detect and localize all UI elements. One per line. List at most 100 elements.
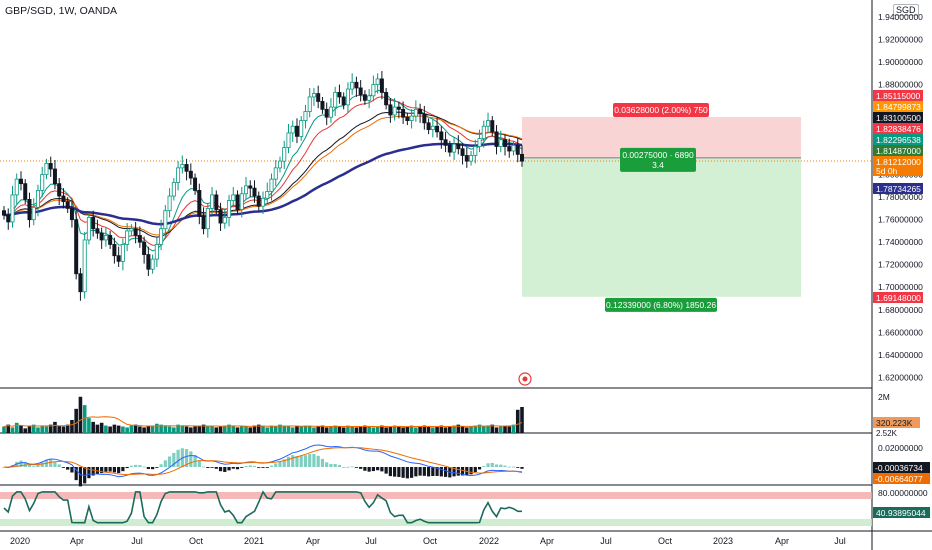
volume-bar bbox=[23, 428, 28, 433]
macd-histogram-bar bbox=[282, 459, 286, 467]
price-axis-tick: 1.92000000 bbox=[878, 35, 923, 45]
volume-value-label: 320.223K bbox=[876, 418, 913, 428]
candle-body bbox=[418, 108, 423, 115]
macd-histogram-bar bbox=[206, 467, 210, 468]
price-scale-label-box bbox=[873, 165, 923, 176]
candle-body bbox=[23, 183, 28, 200]
candle-body bbox=[222, 217, 227, 224]
volume-bar bbox=[384, 427, 388, 433]
macd-histogram-bar bbox=[320, 458, 325, 467]
candle-body bbox=[65, 201, 70, 209]
candle-body bbox=[48, 162, 53, 170]
candle-body bbox=[333, 92, 338, 108]
volume-bar bbox=[486, 425, 490, 433]
macd-histogram-bar bbox=[240, 467, 244, 468]
candle-body bbox=[227, 200, 232, 218]
candle-body bbox=[388, 104, 393, 116]
candle-body bbox=[18, 178, 23, 185]
volume-bar bbox=[439, 425, 444, 433]
candle-body bbox=[286, 132, 291, 149]
macd-histogram-bar bbox=[499, 464, 503, 467]
macd-histogram-bar bbox=[146, 467, 150, 470]
candle-body bbox=[74, 219, 79, 275]
volume-bar bbox=[36, 427, 40, 433]
candle-body bbox=[273, 167, 278, 180]
candle-body bbox=[197, 190, 202, 217]
macd-histogram-bar bbox=[359, 467, 363, 469]
macd-histogram-bar bbox=[520, 467, 524, 469]
volume-bar bbox=[375, 426, 380, 433]
candle-body bbox=[341, 96, 346, 106]
macd-histogram-bar bbox=[397, 467, 401, 477]
volume-bar bbox=[44, 426, 49, 433]
macd-histogram-bar bbox=[74, 467, 78, 481]
volume-bar bbox=[78, 396, 83, 433]
macd-histogram-bar bbox=[57, 464, 61, 467]
volume-bar bbox=[48, 424, 53, 433]
volume-bar bbox=[104, 425, 108, 433]
candle-body bbox=[345, 88, 350, 106]
volume-bar bbox=[278, 424, 282, 433]
currency-badge[interactable]: SGD bbox=[893, 4, 919, 16]
macd-histogram-bar bbox=[117, 467, 121, 474]
volume-bar bbox=[14, 422, 19, 433]
macd-histogram-bar bbox=[337, 464, 342, 467]
candle-body bbox=[184, 164, 189, 172]
candle-body bbox=[294, 125, 299, 137]
volume-bar bbox=[10, 427, 15, 433]
macd-histogram-bar bbox=[286, 456, 291, 467]
macd-histogram-bar bbox=[172, 452, 176, 467]
macd-histogram-bar bbox=[231, 467, 235, 469]
volume-bar bbox=[316, 426, 320, 433]
time-axis-tick: 2021 bbox=[244, 536, 264, 546]
volume-bar bbox=[418, 426, 422, 433]
macd-histogram-bar bbox=[61, 467, 66, 468]
indicator-logo-dot bbox=[522, 376, 528, 382]
macd-histogram-bar bbox=[23, 461, 27, 467]
volume-bar bbox=[295, 425, 299, 433]
price-scale-label: 1.81212000 bbox=[876, 157, 921, 167]
candle-body bbox=[405, 116, 410, 121]
candle-body bbox=[108, 235, 113, 245]
candle-body bbox=[31, 206, 36, 221]
volume-bar bbox=[184, 426, 189, 433]
time-axis-tick: Oct bbox=[189, 536, 204, 546]
volume-bar bbox=[477, 424, 482, 433]
candle-body bbox=[150, 258, 155, 270]
candle-body bbox=[78, 273, 83, 293]
rsi-value-label: 40.93895044 bbox=[876, 508, 926, 518]
volume-bar bbox=[65, 424, 70, 433]
volume-bar bbox=[155, 423, 159, 433]
candle-body bbox=[337, 92, 342, 98]
volume-bar bbox=[163, 425, 168, 433]
macd-histogram-bar bbox=[218, 467, 223, 472]
volume-bar bbox=[159, 424, 163, 433]
volume-bar bbox=[231, 426, 236, 433]
volume-bar bbox=[350, 426, 354, 433]
rsi-value-box bbox=[873, 507, 930, 518]
volume-bar bbox=[299, 426, 304, 433]
volume-bar bbox=[142, 427, 146, 433]
volume-bar bbox=[443, 427, 448, 433]
candle-body bbox=[303, 111, 308, 121]
time-axis-tick: Jul bbox=[131, 536, 143, 546]
chart-title: GBP/SGD, 1W, OANDA bbox=[5, 5, 118, 17]
candle-body bbox=[511, 144, 516, 152]
macd-histogram-bar bbox=[308, 454, 312, 467]
macd-value-label: -0.00036734 bbox=[875, 463, 923, 473]
volume-bar bbox=[388, 426, 393, 433]
candle-body bbox=[384, 92, 389, 106]
candle-body bbox=[193, 177, 198, 191]
time-axis-tick: Jul bbox=[834, 536, 846, 546]
macd-histogram-bar bbox=[278, 461, 282, 467]
volume-bar bbox=[409, 425, 414, 433]
volume-bar bbox=[116, 425, 121, 433]
candle-body bbox=[167, 195, 172, 212]
candle-body bbox=[494, 131, 499, 147]
price-axis-tick: 1.94000000 bbox=[878, 12, 923, 22]
macd-histogram-bar bbox=[197, 461, 201, 467]
volume-bar bbox=[452, 425, 456, 433]
volume-bar bbox=[473, 425, 478, 433]
macd-histogram-bar bbox=[376, 467, 380, 471]
